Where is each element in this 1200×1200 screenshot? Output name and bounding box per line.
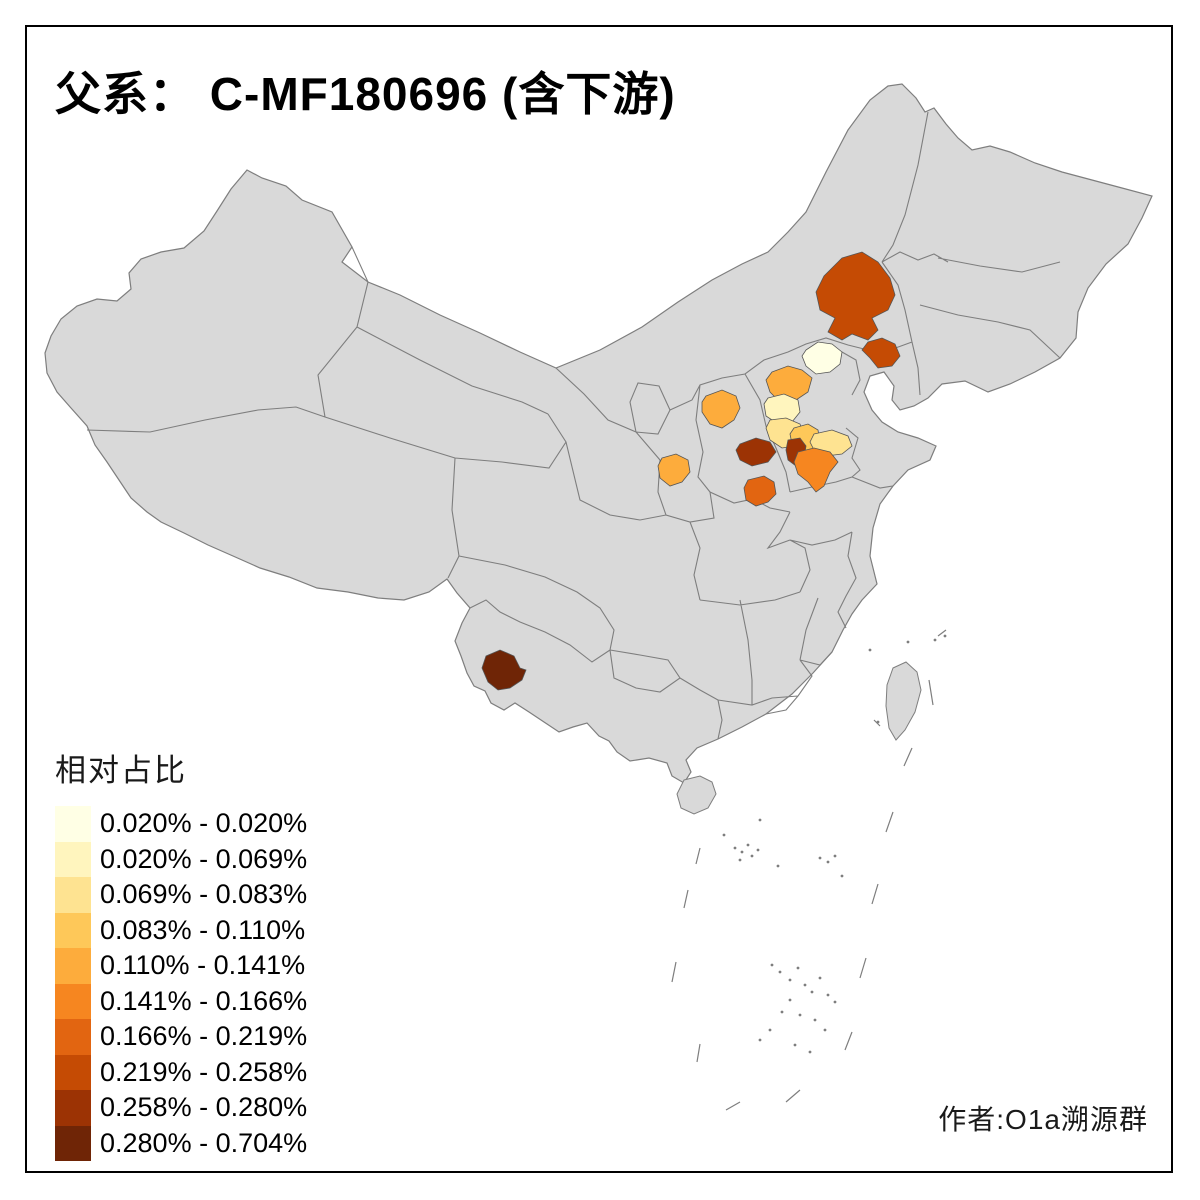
legend-item: 0.219% - 0.258% — [55, 1054, 385, 1090]
sea-islets — [722, 634, 947, 1054]
legend-item: 0.166% - 0.219% — [55, 1019, 385, 1055]
legend-item: 0.110% - 0.141% — [55, 948, 385, 984]
islet-dot — [788, 998, 792, 1002]
islet-dot — [818, 976, 822, 980]
legend-swatch — [55, 1125, 91, 1161]
legend-title: 相对占比 — [55, 753, 187, 788]
legend-item: 0.280% - 0.704% — [55, 1125, 385, 1161]
legend-swatch — [55, 841, 91, 877]
islet-dot — [826, 993, 830, 997]
islet-dot — [746, 843, 750, 847]
map-region-chaoyang — [861, 337, 901, 369]
islet-dot — [768, 1028, 772, 1032]
islet-dot — [808, 1050, 812, 1054]
islet-dot — [770, 963, 774, 967]
legend-label: 0.258% - 0.280% — [100, 1092, 308, 1123]
islet-dot — [733, 846, 737, 850]
legend-label: 0.069% - 0.083% — [100, 879, 308, 910]
islet-dot — [840, 874, 844, 878]
legend-rows: 0.020% - 0.020% 0.020% - 0.069% 0.069% - 0… — [55, 806, 385, 1161]
map-region-baoshan — [481, 649, 527, 691]
islet-dot — [788, 978, 792, 982]
islet-dot — [798, 1013, 802, 1017]
islet-dot — [833, 1000, 837, 1004]
islet-dot — [780, 1010, 784, 1014]
legend-label: 0.020% - 0.020% — [100, 808, 308, 839]
map-region-beijing — [801, 341, 843, 375]
map-region-xinzhou — [701, 389, 741, 429]
legend-swatch — [55, 1054, 91, 1090]
islet-dot — [776, 864, 780, 868]
legend-label: 0.020% - 0.069% — [100, 843, 308, 874]
islet-dot — [906, 640, 910, 644]
map-region-yuncheng — [743, 475, 777, 507]
islet-dot — [943, 634, 947, 638]
legend-label: 0.219% - 0.258% — [100, 1056, 308, 1087]
sea-boundary-dashes — [671, 629, 947, 1111]
legend-swatch — [55, 912, 91, 948]
islet-dot — [778, 970, 782, 974]
islet-dot — [868, 648, 872, 652]
legend-item: 0.020% - 0.020% — [55, 806, 385, 842]
legend-label: 0.141% - 0.166% — [100, 985, 308, 1016]
islet-dot — [933, 638, 937, 642]
islet-dot — [758, 818, 762, 822]
islet-dot — [740, 850, 744, 854]
islet-dot — [738, 858, 742, 862]
attribution-text: 作者:O1a溯源群 — [938, 1104, 1148, 1135]
islet-dot — [750, 854, 754, 858]
islet-dot — [803, 983, 807, 987]
map-region-jinzhong — [735, 437, 777, 467]
map-region-yanan — [657, 453, 691, 487]
legend-label: 0.166% - 0.219% — [100, 1021, 308, 1052]
legend-swatch — [55, 983, 91, 1019]
legend-label: 0.280% - 0.704% — [100, 1127, 308, 1158]
map-title: 父系： C-MF180696 (含下游) — [55, 68, 676, 120]
map-region-handan — [793, 447, 839, 493]
islet-dot — [793, 1043, 797, 1047]
legend-label: 0.083% - 0.110% — [100, 914, 306, 945]
islet-dot — [810, 990, 814, 994]
islet-dot — [823, 1028, 827, 1032]
islet-dot — [876, 720, 880, 724]
legend-item: 0.020% - 0.069% — [55, 841, 385, 877]
legend-swatch — [55, 877, 91, 913]
legend-swatch — [55, 806, 91, 842]
islet-dot — [813, 1018, 817, 1022]
legend-label: 0.110% - 0.141% — [100, 950, 306, 981]
legend-swatch — [55, 948, 91, 984]
taiwan-island — [885, 661, 922, 741]
map-region-zhangjiakou — [765, 365, 813, 403]
legend-item: 0.069% - 0.083% — [55, 877, 385, 913]
islet-dot — [796, 966, 800, 970]
hainan-island — [676, 775, 717, 815]
legend: 相对占比 0.020% - 0.020% 0.020% - 0.069% 0.069… — [55, 745, 385, 1161]
islet-dot — [833, 854, 837, 858]
figure-border-frame — [25, 25, 1173, 1173]
islet-dot — [826, 860, 830, 864]
map-region-chifeng — [815, 251, 896, 341]
legend-item: 0.258% - 0.280% — [55, 1090, 385, 1126]
islet-dot — [818, 856, 822, 860]
legend-item: 0.141% - 0.166% — [55, 983, 385, 1019]
china-mainland-shape — [44, 83, 1153, 784]
islet-dot — [756, 848, 760, 852]
islet-dot — [758, 1038, 762, 1042]
legend-swatch — [55, 1090, 91, 1126]
islet-dot — [722, 833, 726, 837]
legend-item: 0.083% - 0.110% — [55, 912, 385, 948]
legend-swatch — [55, 1019, 91, 1055]
